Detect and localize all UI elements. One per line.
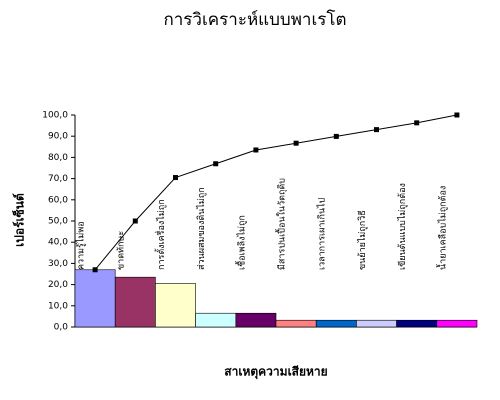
bar <box>396 319 438 328</box>
category-label: การตั้งเครื่องไม่ถูก <box>154 199 167 270</box>
y-tick-label: 50,0 <box>48 217 68 227</box>
category-label: ส่วนผสมของดินไม่ถูก <box>196 187 207 270</box>
category-label: เวลาการเผาเกินไป <box>317 197 328 270</box>
line-marker <box>213 161 219 167</box>
x-axis-label: สาเหตุความเสียหาย <box>224 365 327 380</box>
line-marker <box>414 120 420 126</box>
category-label: น้ำยาเคลือบไม่ถูกต้อง <box>435 186 448 270</box>
y-tick-label: 40,0 <box>48 238 68 248</box>
line-marker <box>454 112 460 118</box>
category-label: เขียนต้นแบบไม่ถูกต้อง <box>397 183 408 270</box>
bar <box>356 319 397 328</box>
y-tick-label: 0,0 <box>54 323 69 333</box>
y-tick-label: 90,0 <box>48 132 68 142</box>
line-marker <box>92 267 98 273</box>
line-marker <box>253 147 259 153</box>
bar <box>315 319 357 328</box>
bar <box>436 319 478 328</box>
cumulative-line <box>94 114 457 271</box>
bar <box>114 276 156 328</box>
category-label: เชื้อเพลิงไม่ถูก <box>234 215 247 270</box>
category-label: ขนย้ายไม่ถูกวิธี <box>357 210 368 270</box>
category-label: ความรู้ไม่พอ <box>76 221 87 270</box>
line-marker <box>132 218 138 224</box>
y-tick-label: 70,0 <box>48 174 68 184</box>
bar <box>275 319 317 328</box>
y-tick-label: 100,0 <box>42 111 68 121</box>
line-marker <box>333 133 339 139</box>
chart-title: การวิเคราะห์แบบพาเรโต <box>163 9 346 30</box>
bar <box>195 312 237 328</box>
y-tick-label: 30,0 <box>48 259 68 269</box>
y-tick-label: 20,0 <box>48 280 68 290</box>
y-tick-label: 10,0 <box>48 301 68 311</box>
line-marker <box>293 140 299 146</box>
bar <box>235 312 277 328</box>
y-tick-label: 60,0 <box>48 195 68 205</box>
line-marker <box>173 175 178 181</box>
line-marker <box>374 127 379 133</box>
bar <box>155 283 196 328</box>
category-label: ขาดทักษะ <box>117 231 127 270</box>
category-label: มีสารปนเปื้อนในวัตถุดิบ <box>275 178 288 270</box>
y-tick-label: 80,0 <box>48 153 68 163</box>
bar <box>74 269 116 328</box>
y-axis-label: เปอร์เซ็นต์ <box>12 193 27 247</box>
